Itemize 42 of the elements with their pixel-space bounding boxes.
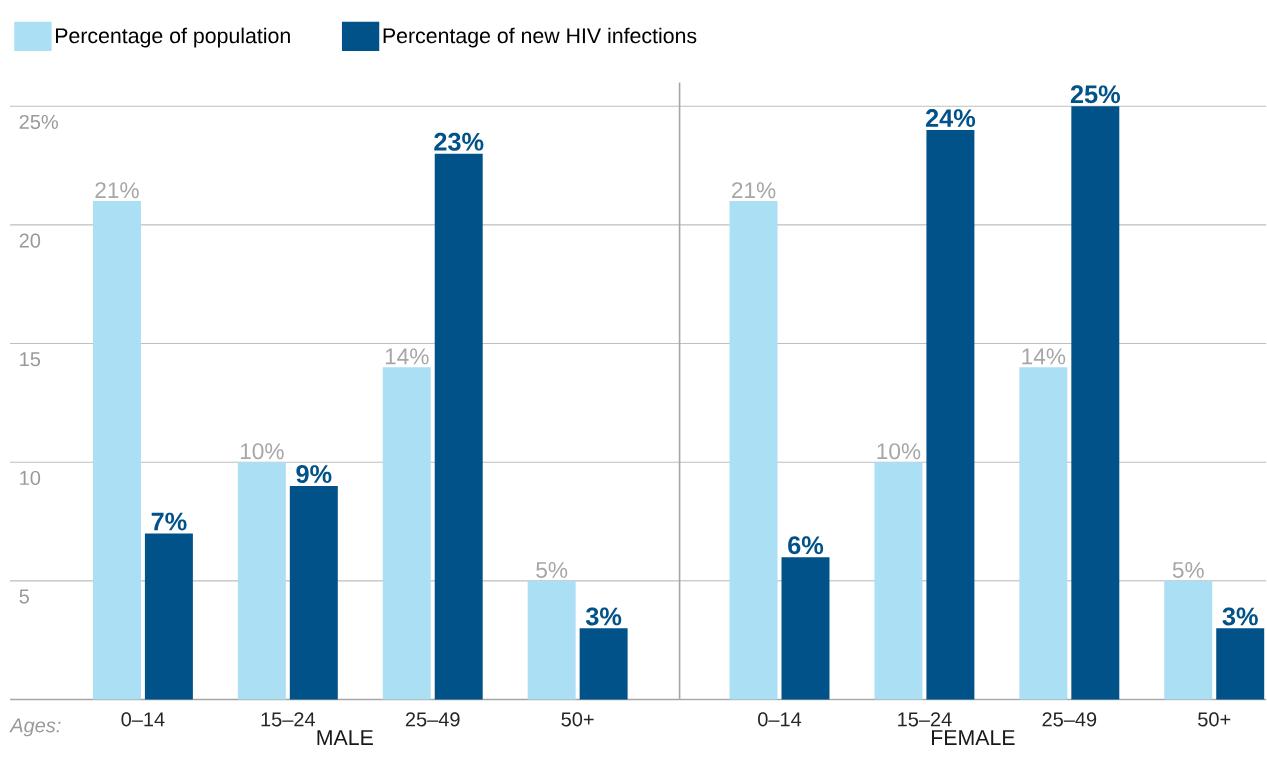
- x-tick-label: 50+: [1198, 712, 1231, 727]
- bar: [729, 201, 778, 700]
- bar: [1164, 581, 1213, 700]
- data-label: 21%: [732, 182, 776, 199]
- data-label: 6%: [788, 536, 824, 555]
- legend-label: Percentage of new HIV infections: [383, 27, 697, 48]
- x-tick-label: 15–24: [898, 712, 952, 727]
- bar: [1019, 367, 1068, 700]
- data-label: 10%: [877, 443, 921, 460]
- bar: [1216, 628, 1265, 700]
- legend-label: Percentage of population: [55, 27, 290, 48]
- y-tick-label: 5: [19, 589, 29, 604]
- y-tick-label: 10: [20, 471, 41, 486]
- x-axis-title: FEMALE: [932, 730, 1015, 746]
- data-label: 24%: [925, 109, 976, 128]
- data-label: 3%: [1222, 607, 1258, 626]
- text: Ages:: [9, 718, 61, 737]
- x-tick-label: 25–49: [1042, 712, 1097, 727]
- data-label: 5%: [1172, 562, 1204, 579]
- bar: [874, 462, 923, 700]
- data-label: 10%: [240, 443, 284, 460]
- data-label: 3%: [585, 607, 622, 626]
- x-tick-label: 50+: [561, 712, 594, 727]
- data-label: 25%: [1070, 85, 1120, 104]
- data-label: 5%: [536, 562, 568, 579]
- y-tick-label: 15: [20, 352, 41, 367]
- data-label: 14%: [1022, 348, 1066, 365]
- data-label: 14%: [385, 348, 429, 365]
- x-tick-label: 0–14: [121, 712, 165, 727]
- bar: [781, 557, 830, 700]
- y-tick-label: 20: [19, 233, 41, 248]
- x-tick-label: 25–49: [405, 712, 460, 727]
- x-tick-label: 0–14: [758, 712, 802, 727]
- data-label: 9%: [296, 465, 332, 484]
- x-axis-title: MALE: [317, 730, 373, 746]
- bar: [1071, 106, 1120, 700]
- data-label: 21%: [95, 182, 139, 199]
- data-label: 23%: [434, 133, 484, 151]
- bar: [926, 130, 975, 700]
- y-tick-label: 25%: [19, 115, 58, 130]
- x-tick-label: 15–24: [261, 712, 316, 727]
- data-label: 7%: [151, 512, 187, 531]
